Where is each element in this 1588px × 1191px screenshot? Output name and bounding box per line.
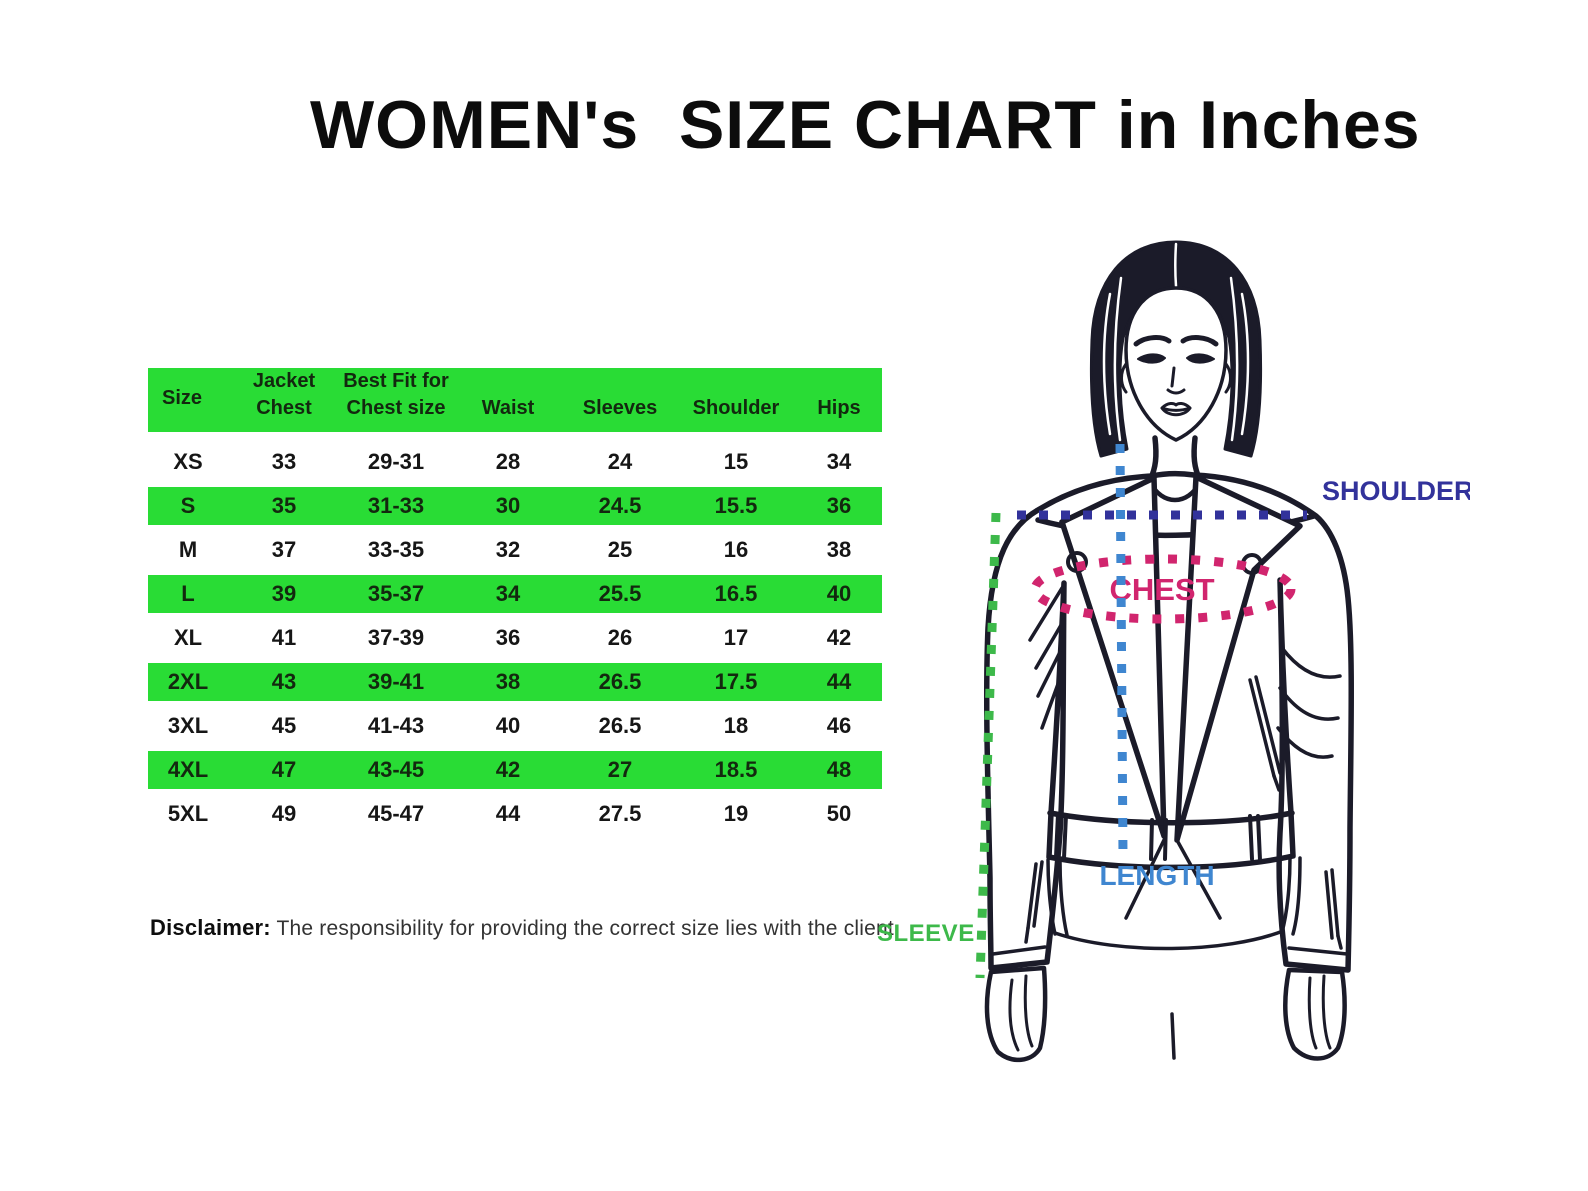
page-title: WOMEN's SIZE CHART in Inches [310, 87, 1421, 163]
header-hips: Hips [817, 397, 861, 419]
face [1124, 286, 1228, 442]
lips [1160, 401, 1192, 417]
left-lapel-snap [1066, 551, 1088, 573]
ears [1120, 362, 1232, 394]
table-row: L 39 35-37 34 25.5 16.5 40 [148, 572, 882, 616]
belt-top-line [1047, 810, 1295, 826]
table-row: 3XL 45 41-43 40 26.5 18 46 [167, 713, 852, 738]
belt-loops [1054, 812, 1262, 862]
size-table: Size Jacket Chest Best Fit for Chest siz… [148, 368, 882, 836]
hair-strands [1102, 242, 1250, 442]
header-waist: Waist [481, 397, 535, 419]
jacket-detail-lines [991, 586, 1349, 1060]
neck-line-left [1147, 435, 1159, 483]
jacket-silhouette [983, 470, 1354, 973]
sleeve-measure-label: SLEEVE [877, 920, 975, 947]
eyes [1137, 353, 1215, 364]
table-header-row: Size Jacket Chest Best Fit for Chest siz… [148, 368, 882, 432]
table-row: S 35 31-33 30 24.5 15.5 36 [148, 484, 882, 528]
header-chest-size-line1: Best Fit for [343, 370, 449, 392]
table-row: 4XL 47 43-45 42 27 18.5 48 [148, 748, 882, 792]
shoulder-measure-label: SHOULDER [1322, 476, 1470, 506]
jacket-figure-illustration: SHOULDER CHEST LENGTH [975, 240, 1470, 1062]
table-body: XS 33 29-31 28 24 15 34 S 35 31-33 30 24… [148, 440, 882, 836]
finger-lines [1008, 974, 1332, 1052]
header-shoulder: Shoulder [692, 397, 780, 419]
neck-line-right [1191, 435, 1203, 483]
nose [1166, 366, 1186, 395]
disclaimer-text: Disclaimer: The responsibility for provi… [150, 915, 894, 940]
length-measure-line [1115, 443, 1128, 857]
disclaimer-label: Disclaimer: [150, 915, 271, 940]
table-row: 2XL 43 39-41 38 26.5 17.5 44 [148, 660, 882, 704]
chest-measure-label: CHEST [1109, 572, 1214, 607]
table-row: 5XL 49 45-47 44 27.5 19 50 [167, 801, 852, 826]
header-chest-size: Best Fit for Chest size [340, 368, 452, 432]
header-jacket-chest: Jacket Chest [252, 370, 316, 419]
table-row: XS 33 29-31 28 24 15 34 [173, 449, 852, 474]
header-sleeves: Sleeves [582, 397, 658, 419]
right-lapel [1174, 474, 1303, 843]
eyebrows [1133, 335, 1219, 347]
header-size: Size [162, 386, 203, 409]
table-row: XL 41 37-39 36 26 17 42 [173, 625, 852, 650]
header-chest-size-line2: Chest size [346, 397, 446, 419]
length-measure-label: LENGTH [1099, 860, 1214, 891]
table-row: M 37 33-35 32 25 16 38 [178, 537, 852, 562]
left-hand [984, 965, 1048, 1062]
chest-measure-ellipse [1030, 554, 1296, 624]
right-hand [1283, 967, 1347, 1061]
